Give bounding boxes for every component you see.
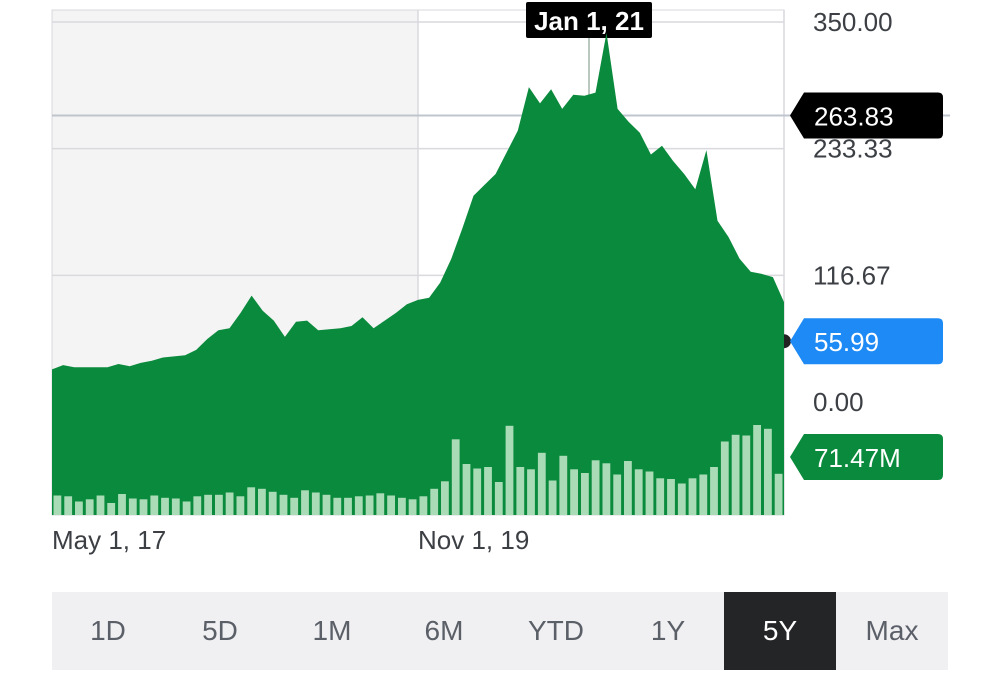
volume-bar-18 [247, 487, 256, 516]
range-button-1m[interactable]: 1M [312, 615, 352, 646]
crosshair-date-tag [526, 2, 652, 38]
range-button-5d[interactable]: 5D [202, 615, 238, 646]
range-button-5y[interactable]: 5Y [724, 592, 836, 670]
volume-bar-28 [354, 496, 363, 516]
volume-bar-67 [774, 473, 783, 516]
volume-bar-33 [408, 499, 417, 515]
volume-bar-13 [193, 496, 202, 516]
volume-bar-52 [613, 474, 622, 515]
volume-bar-6 [118, 494, 126, 515]
range-button-1d[interactable]: 1D [90, 615, 126, 646]
volume-bar-57 [667, 479, 675, 515]
volume-label: 71.47M [814, 443, 901, 473]
y-tick-label-2: 233.33 [813, 134, 893, 164]
volume-bar-61 [710, 467, 718, 515]
volume-bar-3 [85, 499, 94, 515]
volume-bar-20 [268, 491, 277, 516]
x-tick-label-1: Nov 1, 19 [418, 525, 529, 555]
volume-bar-56 [656, 478, 665, 516]
volume-bar-58 [677, 483, 686, 515]
volume-bar-50 [591, 460, 600, 515]
volume-bar-16 [225, 492, 234, 515]
volume-bar-63 [731, 434, 740, 516]
range-button-6m[interactable]: 6M [424, 615, 464, 646]
volume-bar-19 [258, 488, 266, 516]
volume-bar-37 [451, 439, 460, 516]
volume-bar-2 [75, 501, 83, 515]
volume-bar-49 [581, 473, 589, 515]
y-tick-label-1: 116.67 [813, 260, 891, 290]
volume-bar-17 [236, 496, 245, 516]
volume-bar-45 [537, 452, 546, 516]
volume-bar-29 [365, 495, 374, 515]
volume-bar-5 [107, 503, 116, 515]
volume-bar-40 [484, 467, 492, 515]
volume-bar-7 [128, 498, 137, 515]
volume-bar-51 [602, 463, 611, 515]
range-button-1y[interactable]: 1Y [650, 615, 686, 646]
volume-bar-42 [505, 425, 514, 516]
volume-bar-66 [764, 428, 772, 516]
crosshair-price-label: 263.83 [814, 102, 894, 132]
volume-bar-24 [311, 492, 320, 515]
volume-bar-35 [430, 488, 439, 516]
range-button-max[interactable]: Max [865, 615, 919, 646]
volume-bar-34 [419, 496, 428, 516]
volume-bar-26 [333, 497, 342, 516]
volume-bar-39 [473, 468, 482, 515]
volume-bar-43 [516, 467, 525, 515]
price-area [52, 32, 784, 516]
volume-bar-55 [645, 471, 654, 515]
y-tick-label-0: 0.00 [813, 387, 864, 417]
volume-bar-15 [215, 494, 223, 516]
volume-bar-48 [570, 469, 578, 516]
volume-bar-11 [171, 498, 180, 515]
volume-bar-30 [376, 493, 385, 516]
volume-bar-4 [96, 495, 105, 515]
volume-bar-23 [301, 490, 309, 516]
range-button-ytd[interactable]: YTD [528, 615, 584, 646]
current-price-label: 55.99 [814, 327, 879, 357]
current-price-tag [790, 318, 943, 365]
time-range-selector: 1D 5D 1M 6M YTD 1Y 5Y Max [52, 592, 948, 670]
volume-bar-25 [322, 494, 331, 516]
volume-bar-1 [64, 496, 73, 516]
volume-bar-14 [204, 494, 212, 516]
volume-bar-47 [559, 455, 568, 516]
volume-bar-36 [441, 481, 449, 516]
volume-bar-53 [624, 461, 632, 515]
price-chart[interactable]: 0.00 116.67 233.33 350.00 May 1, 17 Nov 1, 19… [0, 0, 1000, 590]
volume-bar-62 [720, 441, 729, 515]
volume-bar-21 [279, 494, 288, 516]
y-tick-label-3: 350.00 [813, 7, 893, 37]
volume-bar-64 [742, 435, 751, 515]
volume-bar-44 [527, 469, 535, 516]
volume-bar-22 [290, 497, 299, 516]
volume-bar-27 [344, 497, 352, 516]
volume-bar-54 [634, 469, 643, 516]
volume-bar-12 [182, 501, 191, 515]
volume-bar-46 [548, 480, 557, 515]
volume-bar-59 [688, 478, 697, 516]
volume-bar-8 [139, 499, 148, 515]
x-tick-label-0: May 1, 17 [52, 525, 166, 555]
volume-bar-38 [462, 464, 471, 515]
volume-bar-31 [387, 495, 395, 515]
volume-bar-9 [150, 495, 159, 515]
volume-bar-0 [53, 495, 62, 515]
crosshair-price-tag [790, 92, 943, 139]
volume-bar-60 [699, 474, 708, 515]
volume-tag [790, 434, 943, 480]
crosshair-date-label: Jan 1, 21 [534, 6, 644, 36]
volume-bar-41 [494, 482, 503, 515]
volume-bar-10 [161, 497, 169, 516]
volume-bar-65 [753, 425, 761, 515]
volume-bar-32 [398, 497, 406, 516]
